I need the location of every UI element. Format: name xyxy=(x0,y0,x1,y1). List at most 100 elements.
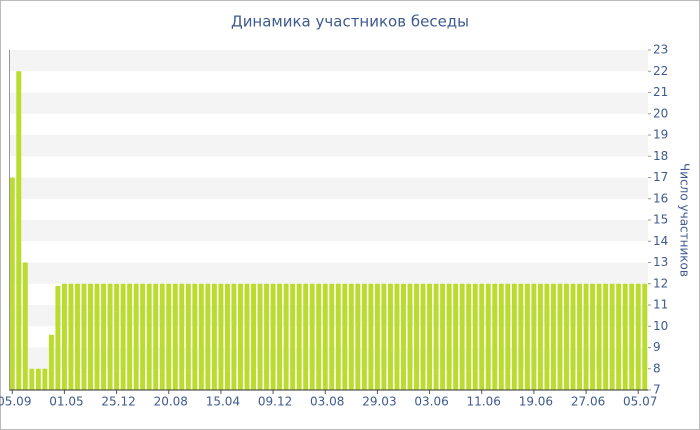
y-tick-label: 8 xyxy=(653,361,661,375)
bar xyxy=(303,283,309,390)
y-tick-label: 9 xyxy=(653,340,661,354)
bar xyxy=(407,283,413,390)
bar xyxy=(316,283,322,390)
x-tick-label: 09.12 xyxy=(258,395,292,409)
y-axis-label: Число участников xyxy=(678,163,692,277)
x-tick-label: 19.06 xyxy=(519,395,553,409)
bar xyxy=(61,283,67,390)
bar xyxy=(603,283,609,390)
bar xyxy=(381,283,387,390)
y-tick-label: 21 xyxy=(653,85,668,99)
bar xyxy=(361,283,367,390)
y-tick-label: 12 xyxy=(653,276,668,290)
bar xyxy=(505,283,511,390)
bar xyxy=(146,283,152,390)
bar xyxy=(120,283,126,390)
bar xyxy=(485,283,491,390)
bar xyxy=(9,177,15,390)
grid-band xyxy=(9,135,648,157)
grid-band xyxy=(9,262,648,284)
x-tick-label: 03.08 xyxy=(310,395,344,409)
bar xyxy=(270,283,276,390)
bar xyxy=(609,283,615,390)
bar xyxy=(42,368,48,390)
bar xyxy=(198,283,204,390)
bar xyxy=(127,283,133,390)
y-tick-label: 14 xyxy=(653,234,668,248)
bar xyxy=(342,283,348,390)
bar xyxy=(309,283,315,390)
bar xyxy=(153,283,159,390)
bar xyxy=(394,283,400,390)
bar xyxy=(257,283,263,390)
bar xyxy=(231,283,237,390)
x-tick-label: 11.06 xyxy=(467,395,501,409)
bar xyxy=(616,283,622,390)
x-tick-label: 03.06 xyxy=(414,395,448,409)
bar xyxy=(524,283,530,390)
y-tick-label: 18 xyxy=(653,149,668,163)
y-tick-label: 20 xyxy=(653,106,668,120)
bar xyxy=(16,71,22,390)
bar xyxy=(218,283,224,390)
bar xyxy=(355,283,361,390)
bar xyxy=(159,283,165,390)
x-tick-label: 01.05 xyxy=(49,395,83,409)
bar xyxy=(335,283,341,390)
bar xyxy=(237,283,243,390)
bar xyxy=(101,283,107,390)
bar xyxy=(550,283,556,390)
bar xyxy=(172,283,178,390)
x-tick-label: 05.09 xyxy=(0,395,31,409)
y-tick-label: 13 xyxy=(653,255,668,269)
bar xyxy=(472,283,478,390)
bar xyxy=(420,283,426,390)
bar xyxy=(374,283,380,390)
bar xyxy=(94,283,100,390)
bar xyxy=(544,283,550,390)
bar xyxy=(22,262,28,390)
bar xyxy=(348,283,354,390)
grid-band xyxy=(9,177,648,199)
bar xyxy=(244,283,250,390)
bar xyxy=(140,283,146,390)
bar xyxy=(107,283,113,390)
y-tick-label: 11 xyxy=(653,298,668,312)
bar xyxy=(283,283,289,390)
chart-title: Динамика участников беседы xyxy=(231,13,469,31)
y-tick-label: 15 xyxy=(653,213,668,227)
bar xyxy=(511,283,517,390)
bar xyxy=(466,283,472,390)
y-tick-label: 22 xyxy=(653,64,668,78)
y-tick-label: 16 xyxy=(653,191,668,205)
bar xyxy=(179,283,185,390)
grid-band xyxy=(9,220,648,242)
bar xyxy=(453,283,459,390)
bar xyxy=(590,283,596,390)
bar xyxy=(596,283,602,390)
grid-band xyxy=(9,92,648,114)
bar xyxy=(629,283,635,390)
bar xyxy=(251,283,256,390)
bar xyxy=(185,283,191,390)
x-tick-label: 05.07 xyxy=(623,395,657,409)
y-tick-label: 17 xyxy=(653,170,668,184)
bar xyxy=(557,283,563,390)
bar xyxy=(88,283,93,390)
bar xyxy=(211,283,217,390)
bar xyxy=(277,283,283,390)
bar xyxy=(81,283,87,390)
bar xyxy=(433,283,439,390)
bar xyxy=(635,283,641,390)
bar xyxy=(224,283,230,390)
bar xyxy=(166,283,172,390)
bar xyxy=(446,283,452,390)
bar xyxy=(296,283,302,390)
bar xyxy=(583,283,589,390)
x-tick-label: 25.12 xyxy=(101,395,135,409)
bar xyxy=(518,283,524,390)
grid-band xyxy=(9,50,648,72)
bar xyxy=(577,283,583,390)
x-tick-label: 27.06 xyxy=(571,395,605,409)
